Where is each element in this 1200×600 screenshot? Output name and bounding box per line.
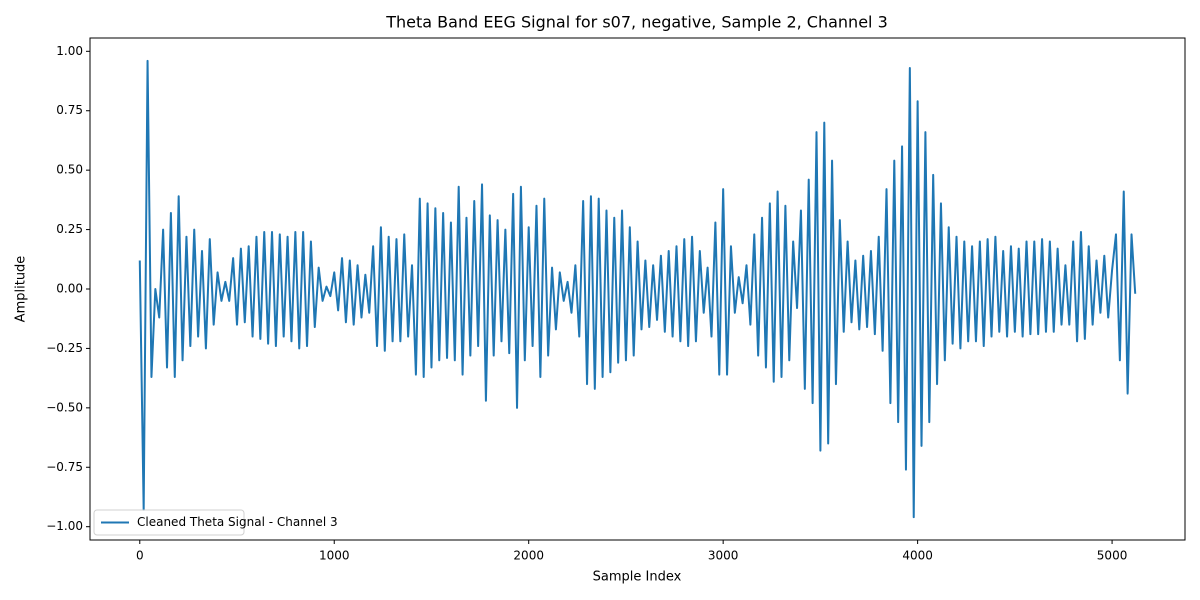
signal-line — [138, 59, 1137, 519]
x-tick-label: 5000 — [1097, 549, 1128, 563]
y-tick-label: 1.00 — [56, 44, 83, 58]
y-axis-label: Amplitude — [14, 256, 29, 323]
x-tick-label: 4000 — [902, 549, 933, 563]
plot-frame — [89, 37, 1186, 541]
y-tick-label: −1.00 — [46, 519, 83, 533]
y-tick-label: −0.75 — [46, 460, 83, 474]
x-tick-label: 1000 — [319, 549, 350, 563]
x-tick-label: 3000 — [708, 549, 739, 563]
x-tick-label: 0 — [136, 549, 144, 563]
y-tick-label: 0.50 — [56, 163, 83, 177]
chart-title: Theta Band EEG Signal for s07, negative,… — [385, 13, 888, 32]
y-tick-label: −0.50 — [46, 400, 83, 414]
y-tick-label: 0.00 — [56, 282, 83, 296]
legend-box — [93, 509, 245, 536]
x-tick-label: 2000 — [513, 549, 544, 563]
y-tick-label: −0.25 — [46, 341, 83, 355]
y-tick-label: 0.25 — [56, 222, 83, 236]
y-tick-label: 0.75 — [56, 103, 83, 117]
x-axis-label: Sample Index — [593, 570, 682, 585]
legend-label: Cleaned Theta Signal - Channel 3 — [137, 515, 338, 529]
